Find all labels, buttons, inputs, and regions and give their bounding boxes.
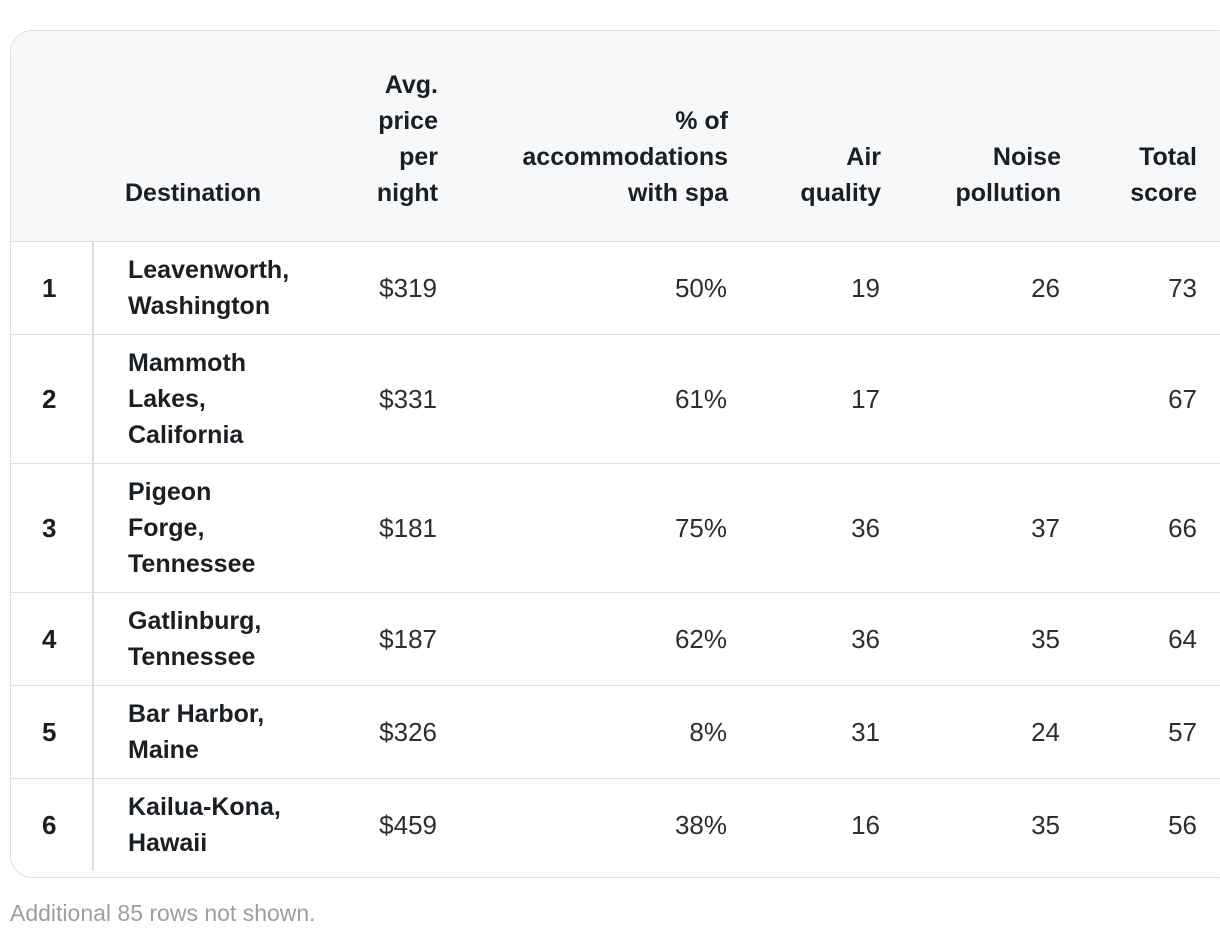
cell-destination: Leavenworth, Washington xyxy=(93,241,338,335)
cell-air-quality: 36 xyxy=(728,592,881,686)
cell-spa: 38% xyxy=(674,809,727,840)
cell-price: $319 xyxy=(338,241,438,335)
header-rank xyxy=(11,31,93,242)
cell-spa: 61% xyxy=(438,334,728,464)
cell-price: $331 xyxy=(338,334,438,464)
cell-total-score: 66 xyxy=(1061,463,1220,593)
header-air-quality: Air quality xyxy=(728,31,881,242)
table-row: 1 Leavenworth, Washington $319 50% 19 26… xyxy=(11,241,1220,335)
table-header-row: Destination Avg. price per night % of ac… xyxy=(11,31,1220,242)
cell-price: $187 xyxy=(338,592,438,686)
cell-noise-pollution: 26 xyxy=(881,241,1061,335)
cell-total-score: 73 xyxy=(1061,241,1220,335)
table-row: 2 Mammoth Lakes, California $331 61% 17 … xyxy=(11,334,1220,464)
cell-price: $181 xyxy=(338,463,438,593)
cell-price: $326 xyxy=(338,685,438,779)
cell-destination: Gatlinburg, Tennessee xyxy=(93,592,338,686)
cell-noise-pollution: 37 xyxy=(881,463,1061,593)
cell-destination: Kailua-Kona, Hawaii xyxy=(128,792,281,857)
cell-air-quality: 31 xyxy=(728,685,881,779)
header-total-score: Total score xyxy=(1061,31,1220,242)
rows-hidden-note: Additional 85 rows not shown. xyxy=(10,900,316,926)
header-destination: Destination xyxy=(93,31,338,242)
cell-noise-pollution xyxy=(881,334,1061,464)
header-noise-pollution: Noise pollution xyxy=(881,31,1061,242)
cell-total-score: 64 xyxy=(1061,592,1220,686)
cell-spa: 50% xyxy=(438,241,728,335)
cell-rank: 4 xyxy=(11,592,94,686)
cell-total-score: 57 xyxy=(1061,685,1220,779)
cell-total-score: 67 xyxy=(1061,334,1220,464)
cell-spa: 62% xyxy=(438,592,728,686)
cell-destination: Bar Harbor, Maine xyxy=(93,685,338,779)
cell-rank: 5 xyxy=(11,685,94,779)
table-row: 5 Bar Harbor, Maine $326 8% 31 24 57 xyxy=(11,685,1220,779)
cell-noise-pollution: 35 xyxy=(881,592,1061,686)
cell-destination: Mammoth Lakes, California xyxy=(93,334,338,464)
table-row: 3 Pigeon Forge, Tennessee $181 75% 36 37… xyxy=(11,463,1220,593)
cell-noise-pollution: 35 xyxy=(1031,809,1060,840)
table-row: 4 Gatlinburg, Tennessee $187 62% 36 35 6… xyxy=(11,592,1220,686)
cell-noise-pollution: 24 xyxy=(881,685,1061,779)
table-row: 6 Kailua-Kona, Hawaii $459 38% 16 35 56 xyxy=(11,778,1220,871)
cell-air-quality: 36 xyxy=(728,463,881,593)
cell-spa: 8% xyxy=(438,685,728,779)
data-table-container: Destination Avg. price per night % of ac… xyxy=(10,30,1220,878)
cell-destination: Pigeon Forge, Tennessee xyxy=(93,463,338,593)
header-spa: % of accommodations with spa xyxy=(438,31,728,242)
cell-air-quality: 17 xyxy=(728,334,881,464)
cell-rank: 2 xyxy=(11,334,94,464)
cell-air-quality: 19 xyxy=(728,241,881,335)
destinations-table: Destination Avg. price per night % of ac… xyxy=(11,31,1220,871)
header-price: Avg. price per night xyxy=(338,31,438,242)
cell-rank: 1 xyxy=(11,241,94,335)
cell-price: $459 xyxy=(379,809,437,840)
cell-rank: 3 xyxy=(11,463,94,593)
cell-spa: 75% xyxy=(438,463,728,593)
cell-rank: 6 xyxy=(11,778,94,871)
cell-total-score: 56 xyxy=(1168,809,1197,840)
cell-air-quality: 16 xyxy=(851,809,880,840)
